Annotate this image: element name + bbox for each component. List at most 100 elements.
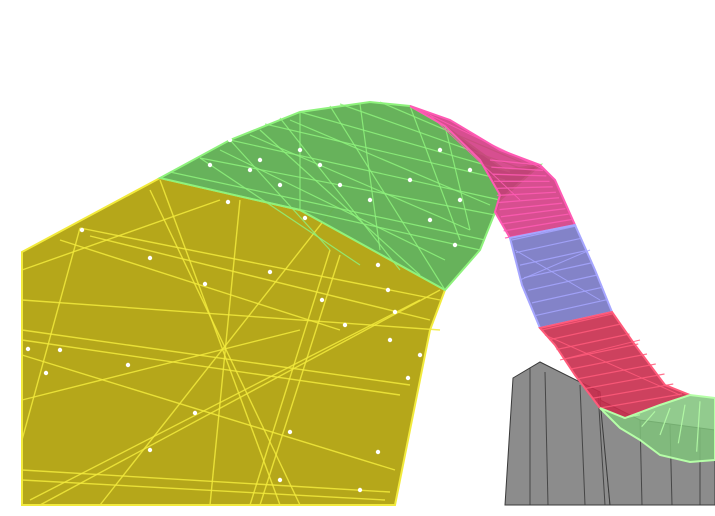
green-strut	[199, 157, 496, 216]
connection-node	[407, 177, 413, 183]
connection-node	[225, 199, 231, 205]
connection-node	[417, 352, 423, 358]
yellow-strut	[99, 199, 341, 506]
violet-segment	[508, 223, 614, 330]
connection-node	[57, 347, 63, 353]
red-rib	[556, 333, 630, 351]
magenta-strut	[414, 107, 546, 171]
connection-node	[427, 217, 433, 223]
lower-green-rib	[641, 410, 656, 428]
connection-node	[147, 447, 153, 453]
connection-node	[467, 167, 473, 173]
connection-node	[337, 182, 343, 188]
lower-green-rib	[604, 409, 626, 419]
connection-node	[367, 197, 373, 203]
green-strut	[249, 134, 471, 231]
yellow-strut	[21, 339, 401, 396]
violet-rib	[515, 237, 582, 254]
yellow-strut	[89, 235, 431, 321]
connection-node	[302, 215, 308, 221]
connection-node	[385, 287, 391, 293]
connection-node	[457, 197, 463, 203]
lower-green-struts	[604, 398, 715, 460]
green-strut	[229, 139, 331, 251]
yellow-strut	[21, 354, 396, 471]
green-strut	[444, 125, 471, 231]
connection-node	[437, 147, 443, 153]
connection-node	[405, 375, 411, 381]
magenta-rib	[502, 213, 569, 225]
connection-node	[342, 322, 348, 328]
yellow-strut	[21, 479, 386, 501]
red-rib	[563, 343, 639, 360]
connection-node	[319, 297, 325, 303]
connection-node	[375, 262, 381, 268]
connection-node	[247, 167, 253, 173]
green-strut	[169, 171, 486, 241]
red-rib	[549, 323, 621, 341]
connection-node	[25, 346, 31, 352]
yellow-strut	[59, 239, 341, 331]
yellow-strut	[21, 329, 301, 401]
connection-node	[267, 269, 273, 275]
violet-rib	[531, 286, 602, 304]
magenta-rib	[500, 207, 566, 218]
red-struts	[541, 313, 683, 409]
violet-rib	[527, 274, 597, 291]
connection-node	[287, 429, 293, 435]
green-strut	[329, 105, 446, 291]
violet-strut	[519, 249, 591, 281]
connection-node	[387, 337, 393, 343]
connection-node	[277, 182, 283, 188]
red-strut	[559, 339, 641, 361]
magenta-rib	[503, 218, 572, 232]
yellow-struts	[21, 179, 441, 506]
green-strut	[199, 157, 361, 266]
green-strut	[289, 119, 491, 206]
green-strut	[359, 103, 381, 251]
connection-node	[79, 227, 85, 233]
green-strut	[259, 129, 421, 276]
connection-node	[43, 370, 49, 376]
red-rib	[578, 363, 656, 380]
connection-node	[227, 137, 233, 143]
connection-nodes	[25, 137, 473, 493]
violet-struts	[511, 225, 613, 329]
magenta-rib	[491, 166, 544, 172]
red-segment	[538, 310, 693, 420]
yellow-strut	[209, 199, 241, 506]
yellow-strut	[21, 227, 81, 441]
connection-node	[257, 157, 263, 163]
connection-node	[202, 281, 208, 287]
support-member	[597, 391, 606, 506]
red-rib	[541, 313, 613, 331]
yellow-strut	[21, 199, 221, 271]
green-strut	[409, 105, 461, 241]
red-rib	[599, 393, 683, 409]
lower-green-rib	[677, 404, 686, 444]
yellow-strut	[79, 227, 441, 301]
connection-node	[192, 410, 198, 416]
green-strut	[159, 177, 481, 251]
lower-green-panel	[599, 393, 715, 464]
yellow-strut	[39, 289, 441, 506]
connection-node	[125, 362, 131, 368]
red-strut	[544, 334, 681, 396]
green-strut	[219, 149, 446, 261]
yellow-strut	[259, 254, 341, 506]
violet-rib	[519, 249, 587, 266]
violet-rib	[511, 225, 577, 241]
connection-node	[452, 242, 458, 248]
green-strut	[299, 111, 511, 173]
magenta-rib	[496, 191, 556, 197]
support-member	[544, 371, 549, 506]
yellow-segment	[21, 176, 447, 506]
connection-node	[297, 147, 303, 153]
support-member	[579, 384, 586, 506]
lower-green-segment	[599, 393, 715, 464]
magenta-rib	[492, 173, 547, 177]
magenta-rib	[499, 202, 563, 211]
violet-rib	[523, 262, 592, 279]
lower-green-rib	[623, 414, 641, 419]
